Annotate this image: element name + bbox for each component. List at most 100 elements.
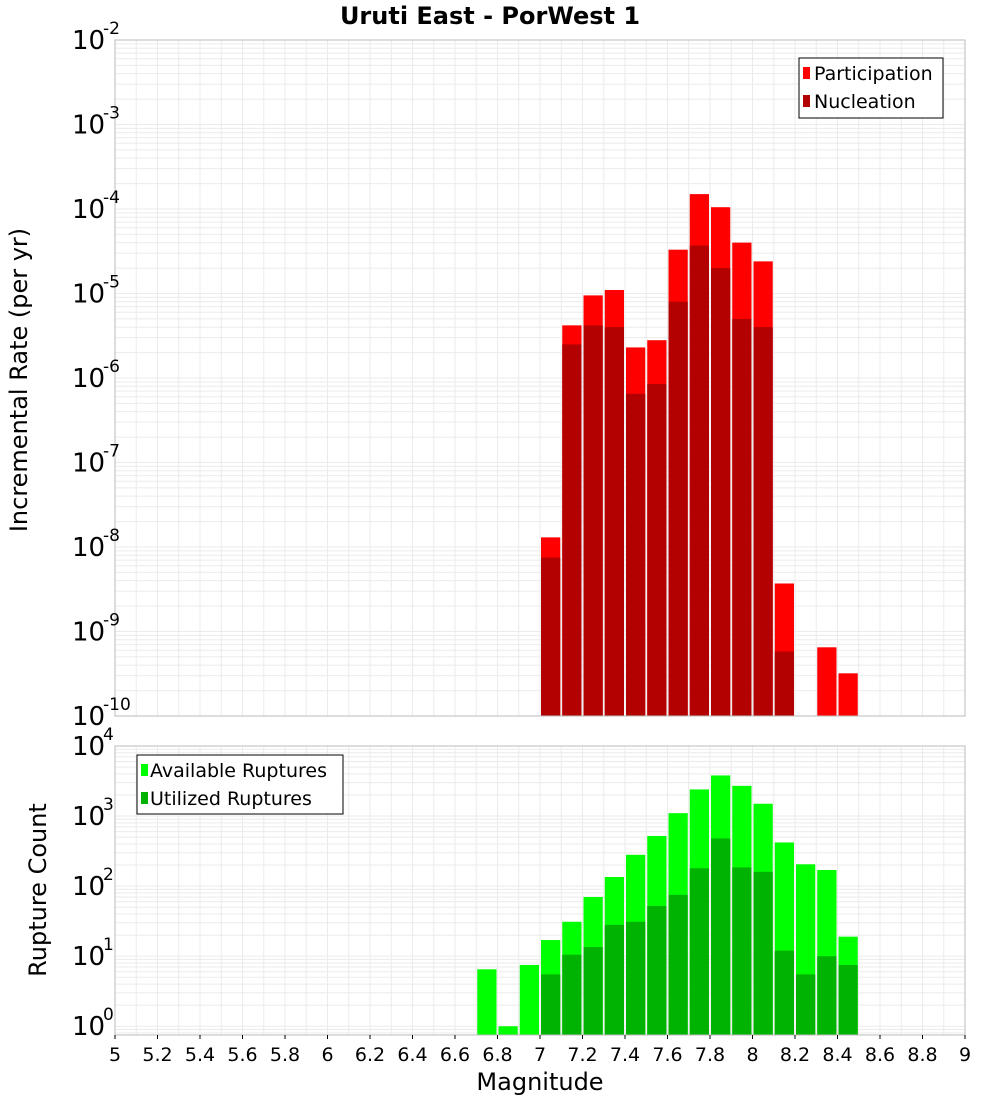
bottom-y-tick-label: 10 (72, 872, 105, 902)
top-y-tick-exponent: -7 (103, 442, 120, 462)
bottom-bar-series2 (562, 954, 582, 1035)
x-tick-label: 5.4 (185, 1044, 215, 1066)
top-bar-series2 (753, 327, 773, 716)
top-bar-series2 (668, 301, 688, 716)
top-y-tick-exponent: -10 (103, 695, 131, 715)
x-tick-label: 6 (321, 1044, 333, 1066)
x-tick-label: 7.6 (652, 1044, 682, 1066)
nucleation-legend-swatch (803, 95, 810, 107)
bottom-y-tick-exponent: 0 (103, 1005, 114, 1025)
bottom-y-tick-label: 10 (72, 732, 105, 762)
x-tick-label: 7.2 (567, 1044, 597, 1066)
bottom-bar-series2 (668, 894, 688, 1035)
x-tick-label: 8.2 (780, 1044, 810, 1066)
nucleation-legend-label: Nucleation (814, 91, 916, 113)
bottom-y-tick-label: 10 (72, 942, 105, 972)
x-tick-label: 8.4 (822, 1044, 852, 1066)
top-bar-series2 (774, 651, 794, 716)
top-y-tick-label: 10 (72, 111, 105, 141)
bottom-bar-series2 (647, 906, 667, 1035)
bottom-y-axis-label: Rupture Count (24, 803, 52, 977)
top-bar-series2 (689, 245, 709, 717)
top-y-tick-exponent: -2 (103, 19, 120, 39)
top-y-tick-label: 10 (72, 26, 105, 56)
available-legend-swatch (141, 764, 148, 776)
bottom-bar-series2 (774, 950, 794, 1035)
bottom-bar-series2 (583, 947, 603, 1035)
top-y-tick-label: 10 (72, 280, 105, 310)
x-tick-label: 7.4 (610, 1044, 640, 1066)
participation-legend-label: Participation (814, 63, 933, 85)
top-bar-series2 (732, 318, 752, 716)
bottom-bar-series2 (817, 956, 837, 1035)
bottom-bars (477, 775, 858, 1035)
bottom-y-tick-exponent: 2 (103, 865, 114, 885)
top-bar-series2 (583, 325, 603, 716)
x-tick-label: 5.6 (227, 1044, 257, 1066)
available-legend-label: Available Ruptures (150, 760, 327, 782)
x-tick-label: 5.2 (142, 1044, 172, 1066)
x-tick-label: 8 (746, 1044, 758, 1066)
x-tick-label: 9 (959, 1044, 971, 1066)
top-bar-series1 (838, 673, 858, 716)
top-y-tick-exponent: -3 (103, 104, 120, 124)
top-plot-frame (114, 39, 966, 717)
top-bars (541, 194, 858, 717)
bottom-bar-series1 (519, 964, 539, 1035)
top-bar-series1 (817, 647, 837, 716)
bottom-y-tick-exponent: 3 (103, 795, 114, 815)
bottom-bar-series2 (838, 964, 858, 1035)
top-y-tick-label: 10 (72, 702, 105, 732)
x-ticks: 5 5.2 5.4 5.6 5.8 6 6.2 6.4 6.6 6.8 7 7.2 7.4 7.6 7.8 8… (109, 1035, 971, 1066)
bottom-y-tick-exponent: 4 (103, 725, 114, 745)
bottom-bar-series2 (796, 974, 816, 1035)
bottom-bar-series1 (498, 1026, 518, 1035)
x-tick-label: 8.8 (907, 1044, 937, 1066)
top-y-tick-exponent: -8 (103, 526, 120, 546)
x-tick-label: 5.8 (270, 1044, 300, 1066)
bottom-bar-series2 (604, 924, 624, 1035)
bottom-y-tick-label: 10 (72, 1012, 105, 1042)
top-bar-series2 (562, 344, 582, 716)
top-y-tick-exponent: -5 (103, 273, 120, 293)
bottom-bar-series2 (626, 921, 646, 1035)
participation-legend-swatch (803, 67, 810, 79)
top-y-axis-label: Incremental Rate (per yr) (5, 228, 33, 532)
top-y-tick-exponent: -6 (103, 357, 120, 377)
top-legend: Participation Nucleation (798, 57, 944, 119)
top-y-tick-label: 10 (72, 449, 105, 479)
x-tick-label: 6.8 (482, 1044, 512, 1066)
bottom-bar-series2 (753, 871, 773, 1035)
x-tick-label: 5 (109, 1044, 121, 1066)
bottom-bar-series2 (541, 974, 561, 1035)
top-y-tick-label: 10 (72, 618, 105, 648)
utilized-legend-swatch (141, 792, 148, 804)
top-bar-series2 (604, 327, 624, 716)
top-grid (114, 40, 966, 717)
bottom-legend-box (136, 754, 344, 815)
bottom-bar-series1 (477, 969, 497, 1035)
top-y-tick-exponent: -4 (103, 188, 120, 208)
top-legend-box (798, 57, 944, 119)
top-bar-series2 (711, 268, 731, 716)
x-tick-label: 6.4 (397, 1044, 427, 1066)
top-y-tick-label: 10 (72, 364, 105, 394)
bottom-bar-series2 (689, 868, 709, 1035)
x-axis-label: Magnitude (476, 1068, 603, 1096)
top-bar-series2 (626, 393, 646, 716)
bottom-legend: Available Ruptures Utilized Ruptures (136, 754, 344, 815)
bottom-bar-series2 (732, 867, 752, 1035)
top-bar-series2 (541, 557, 561, 716)
x-tick-label: 6.6 (440, 1044, 470, 1066)
top-y-tick-label: 10 (72, 195, 105, 225)
x-tick-label: 7 (534, 1044, 546, 1066)
utilized-legend-label: Utilized Ruptures (150, 788, 312, 810)
x-tick-label: 7.8 (695, 1044, 725, 1066)
chart-title: Uruti East - PorWest 1 (340, 2, 640, 30)
bottom-bar-series2 (711, 838, 731, 1035)
x-tick-label: 8.6 (865, 1044, 895, 1066)
